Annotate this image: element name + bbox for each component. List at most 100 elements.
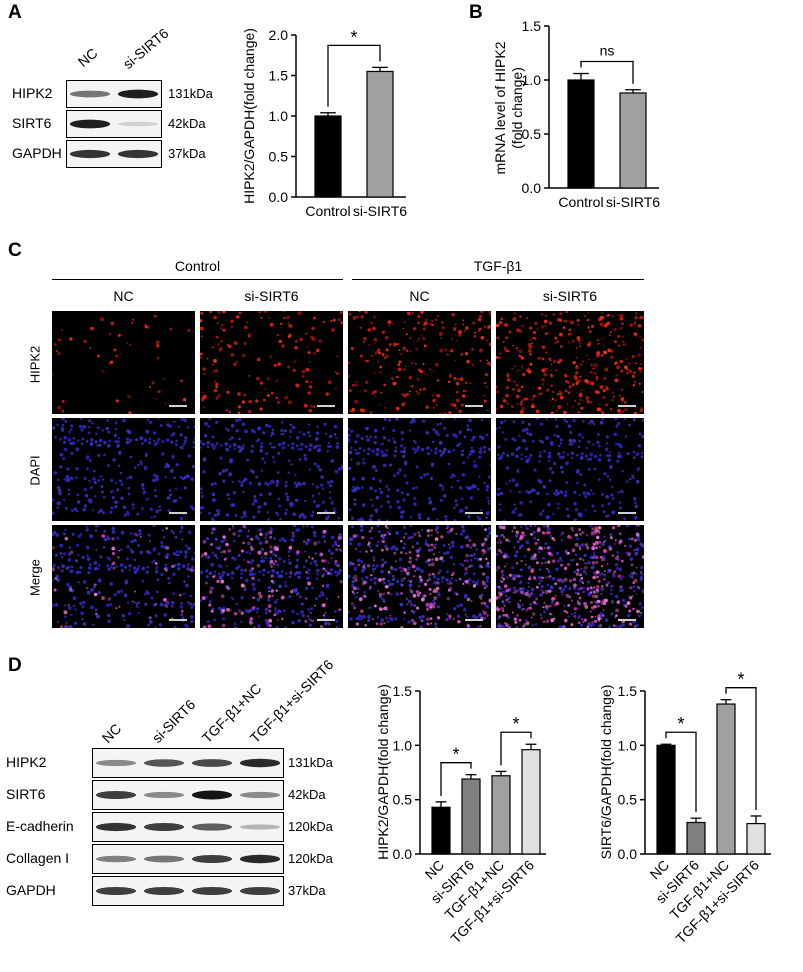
panel-letter-a: A xyxy=(8,2,22,23)
scale-bar xyxy=(618,512,636,514)
column-header: si-SIRT6 xyxy=(542,288,598,304)
x-tick-label: si-SIRT6 xyxy=(353,203,407,219)
blot-band xyxy=(239,791,281,799)
y-tick-label: 2.0 xyxy=(269,27,289,43)
blot-band xyxy=(239,758,281,768)
blot-band xyxy=(95,887,137,895)
y-tick-label: 1.5 xyxy=(269,68,289,84)
blot-band xyxy=(191,823,233,831)
y-tick-label: 0.5 xyxy=(269,149,289,165)
lane-label: NC xyxy=(98,720,125,746)
y-tick-label: 1.5 xyxy=(522,18,542,34)
bar xyxy=(656,744,676,855)
lane-label: si-SIRT6 xyxy=(119,24,172,72)
lane-label: NC xyxy=(74,44,101,70)
micrograph-dapi xyxy=(348,418,491,521)
blot-band xyxy=(117,121,159,127)
blot-strip xyxy=(92,844,284,874)
group-line-tgf xyxy=(352,279,644,280)
bar xyxy=(431,806,451,855)
significance-label: * xyxy=(512,714,519,734)
blot-band xyxy=(143,791,185,799)
bar xyxy=(314,115,342,198)
significance-bracket xyxy=(500,731,532,766)
blot-band xyxy=(117,89,159,99)
blot-band xyxy=(95,759,137,767)
blot-band xyxy=(239,887,281,895)
blot-band xyxy=(143,759,185,767)
blot-strip xyxy=(92,812,284,842)
y-tick-label: 0.5 xyxy=(618,792,638,808)
blot-kda-label: 120kDa xyxy=(288,851,333,866)
panel-letter-c: C xyxy=(8,240,22,261)
blot-strip xyxy=(92,780,284,810)
significance-bracket xyxy=(665,731,697,813)
significance-bracket xyxy=(725,687,757,810)
bar xyxy=(491,775,511,855)
blot-band xyxy=(239,854,281,864)
significance-bracket xyxy=(327,44,381,107)
blot-kda-label: 120kDa xyxy=(288,819,333,834)
micrograph-merge xyxy=(52,525,195,628)
blot-kda-label: 37kDa xyxy=(168,146,206,161)
y-tick-label: 1.0 xyxy=(393,737,413,753)
significance-bracket xyxy=(440,762,472,796)
blot-band xyxy=(191,855,233,863)
y-tick-label: 0.0 xyxy=(618,846,638,862)
blot-kda-label: 42kDa xyxy=(168,116,206,131)
western-blot-a: NC si-SIRT6 HIPK2 131kDa SIRT6 42kDa GAPDH 37… xyxy=(0,0,230,200)
blot-row-label: SIRT6 xyxy=(6,786,46,802)
y-tick-label: 1.0 xyxy=(618,737,638,753)
micrograph-dapi xyxy=(200,418,343,521)
significance-label: ns xyxy=(600,43,615,59)
x-tick-label: Control xyxy=(305,203,350,219)
x-tick-label: si-SIRT6 xyxy=(606,194,660,210)
blot-band xyxy=(143,823,185,831)
scale-bar xyxy=(465,619,483,621)
bar xyxy=(567,79,595,189)
scale-bar xyxy=(169,405,187,407)
scale-bar xyxy=(169,512,187,514)
lane-label: TGF-β1+si-SIRT6 xyxy=(246,656,337,746)
blot-band xyxy=(239,824,281,830)
blot-band xyxy=(191,887,233,895)
significance-label: * xyxy=(677,714,684,734)
group-line-control xyxy=(52,279,343,280)
panel-letter-b: B xyxy=(469,2,483,23)
column-header: NC xyxy=(113,288,134,304)
blot-kda-label: 37kDa xyxy=(288,883,326,898)
column-header: NC xyxy=(409,288,430,304)
column-header: si-SIRT6 xyxy=(244,288,299,304)
blot-row-label: GAPDH xyxy=(6,882,56,898)
y-tick-label: 0.0 xyxy=(269,189,289,205)
significance-label: * xyxy=(452,745,459,765)
bar xyxy=(521,749,541,855)
blot-row-label: SIRT6 xyxy=(12,115,52,131)
y-tick-label: 1.0 xyxy=(522,72,542,88)
group-header-tgf: TGF-β1 xyxy=(473,258,523,274)
blot-strip xyxy=(66,140,162,168)
scale-bar xyxy=(465,405,483,407)
micrograph-hipk2 xyxy=(496,311,644,414)
y-tick-label: 0.0 xyxy=(393,846,413,862)
micrograph-merge xyxy=(496,525,644,628)
blot-strip xyxy=(66,80,162,108)
scale-bar xyxy=(317,512,335,514)
blot-band xyxy=(69,90,111,98)
row-label-dapi: DAPI xyxy=(27,455,43,486)
blot-kda-label: 131kDa xyxy=(168,86,213,101)
bar xyxy=(716,703,736,855)
blot-row-label: HIPK2 xyxy=(6,754,47,770)
blot-kda-label: 42kDa xyxy=(288,787,326,802)
blot-band xyxy=(191,759,233,767)
y-tick-label: 0.5 xyxy=(393,792,413,808)
y-axis-label: HIPK2/GAPDH(fold change) xyxy=(241,28,257,204)
bar-chart-b: 0.0 0.5 1.0 1.5 mRNA level of HIPK2(fold cha… xyxy=(492,18,660,210)
blot-band xyxy=(95,791,137,799)
blot-row-label: HIPK2 xyxy=(12,85,53,101)
significance-label: * xyxy=(737,670,744,690)
scale-bar xyxy=(317,405,335,407)
bar xyxy=(746,822,766,855)
